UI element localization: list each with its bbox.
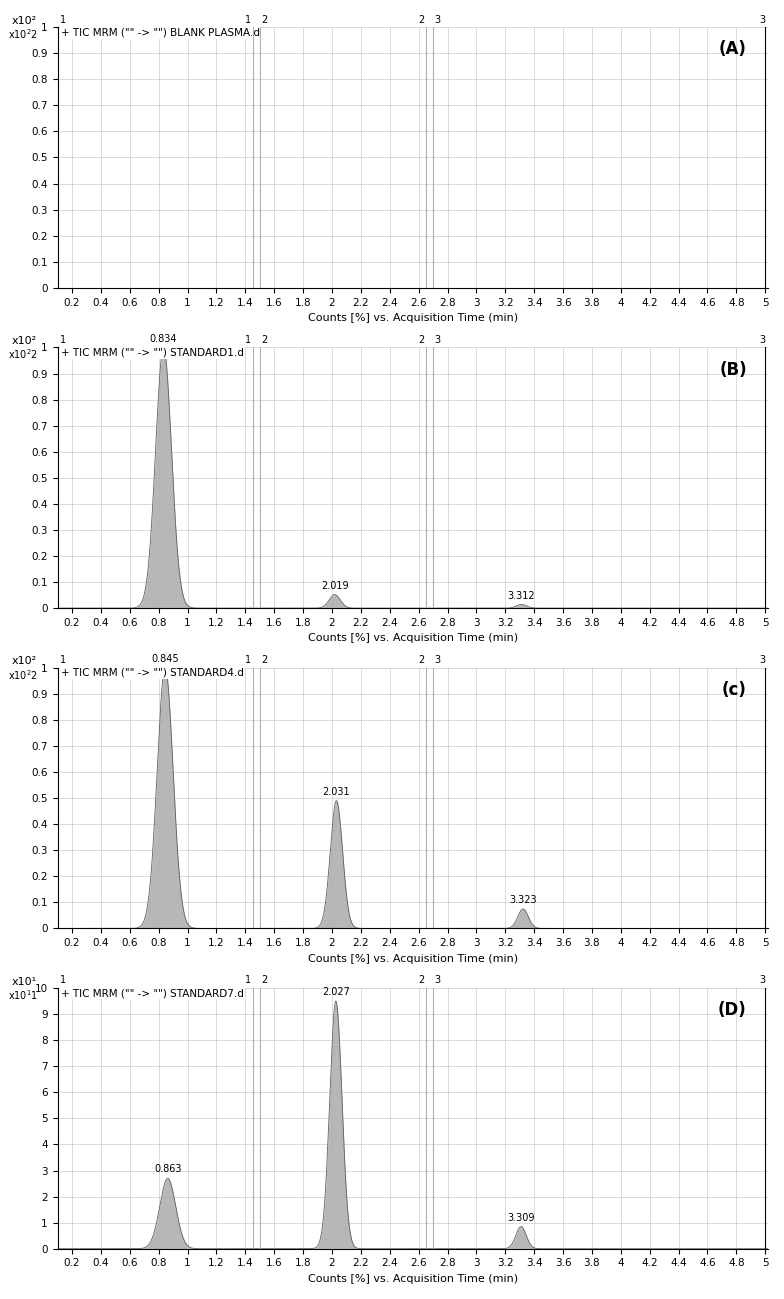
Text: x10²: x10² <box>11 16 37 26</box>
Text: 1: 1 <box>245 655 251 665</box>
Text: 1: 1 <box>245 335 251 344</box>
Text: 1: 1 <box>245 14 251 25</box>
Text: 3: 3 <box>434 655 441 665</box>
Text: (D): (D) <box>718 1002 747 1020</box>
Text: x10$\mathregular{^{2}}$2: x10$\mathregular{^{2}}$2 <box>8 347 38 361</box>
X-axis label: Counts [%] vs. Acquisition Time (min): Counts [%] vs. Acquisition Time (min) <box>308 634 518 643</box>
Text: 2: 2 <box>418 335 424 344</box>
Text: 3.323: 3.323 <box>510 895 537 905</box>
Text: 2: 2 <box>418 976 424 986</box>
Text: 2: 2 <box>261 14 267 25</box>
Text: 3: 3 <box>434 976 441 986</box>
Text: 2: 2 <box>261 655 267 665</box>
Text: x10$\mathregular{^{1}}$1: x10$\mathregular{^{1}}$1 <box>8 989 38 1002</box>
Text: 3.309: 3.309 <box>507 1213 535 1222</box>
Text: 2: 2 <box>418 14 424 25</box>
Text: 2: 2 <box>261 976 267 986</box>
Text: 1: 1 <box>60 655 67 665</box>
Text: 2: 2 <box>418 655 424 665</box>
Text: x10²: x10² <box>11 656 37 666</box>
Text: 1: 1 <box>245 976 251 986</box>
Text: + TIC MRM ("" -> "") STANDARD1.d: + TIC MRM ("" -> "") STANDARD1.d <box>61 347 244 357</box>
Text: 3: 3 <box>434 335 441 344</box>
Text: x10¹: x10¹ <box>11 977 37 987</box>
Text: 0.845: 0.845 <box>151 653 179 664</box>
Text: + TIC MRM ("" -> "") BLANK PLASMA.d: + TIC MRM ("" -> "") BLANK PLASMA.d <box>61 27 260 38</box>
Text: + TIC MRM ("" -> "") STANDARD7.d: + TIC MRM ("" -> "") STANDARD7.d <box>61 989 244 998</box>
Text: 3: 3 <box>434 14 441 25</box>
Text: 3: 3 <box>759 14 765 25</box>
Text: 1: 1 <box>60 14 67 25</box>
Text: 3: 3 <box>759 335 765 344</box>
X-axis label: Counts [%] vs. Acquisition Time (min): Counts [%] vs. Acquisition Time (min) <box>308 1274 518 1283</box>
Text: x10$\mathregular{^{2}}$2: x10$\mathregular{^{2}}$2 <box>8 27 38 42</box>
Text: 2: 2 <box>261 335 267 344</box>
Text: (A): (A) <box>719 40 747 58</box>
Text: x10²: x10² <box>11 336 37 346</box>
Text: (B): (B) <box>719 361 747 378</box>
Text: 0.863: 0.863 <box>154 1164 181 1174</box>
Text: 1: 1 <box>60 335 67 344</box>
Text: + TIC MRM ("" -> "") STANDARD4.d: + TIC MRM ("" -> "") STANDARD4.d <box>61 668 244 678</box>
Text: 3: 3 <box>759 976 765 986</box>
X-axis label: Counts [%] vs. Acquisition Time (min): Counts [%] vs. Acquisition Time (min) <box>308 313 518 323</box>
Text: 2.027: 2.027 <box>322 987 350 998</box>
X-axis label: Counts [%] vs. Acquisition Time (min): Counts [%] vs. Acquisition Time (min) <box>308 953 518 964</box>
Text: 3.312: 3.312 <box>508 591 535 600</box>
Text: (c): (c) <box>722 681 747 699</box>
Text: 0.834: 0.834 <box>150 334 177 343</box>
Text: 1: 1 <box>60 976 67 986</box>
Text: 2.031: 2.031 <box>323 787 350 796</box>
Text: x10$\mathregular{^{2}}$2: x10$\mathregular{^{2}}$2 <box>8 668 38 682</box>
Text: 3: 3 <box>759 655 765 665</box>
Text: 2.019: 2.019 <box>321 581 349 591</box>
